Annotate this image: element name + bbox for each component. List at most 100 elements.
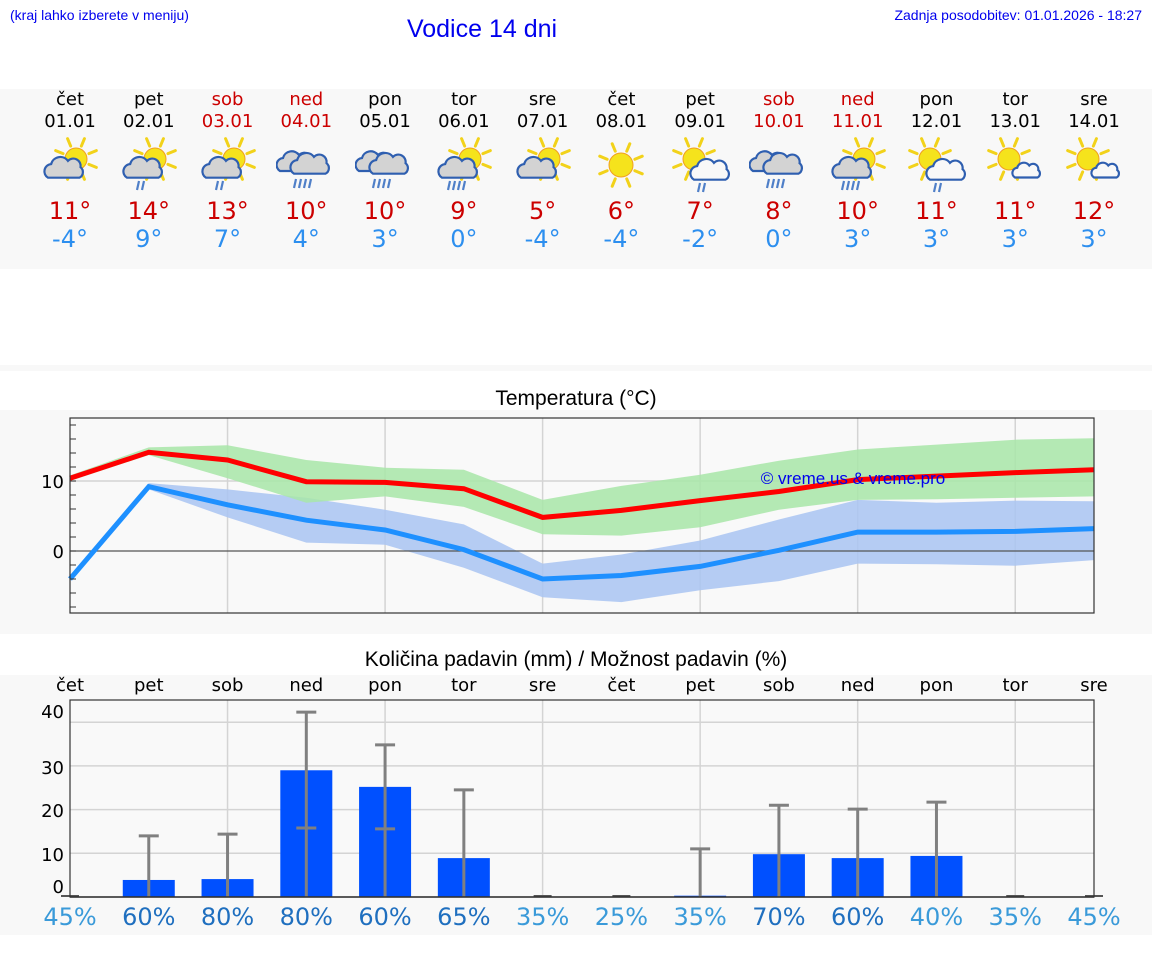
day-date: 02.01	[123, 111, 175, 132]
min-temperature: -4°	[524, 225, 561, 253]
min-temperature: 0°	[450, 225, 478, 253]
day-name: tor	[451, 89, 477, 110]
precip-probability: 80%	[279, 903, 333, 931]
day-date: 09.01	[674, 111, 726, 132]
day-column: tor 13.01 11° 3°	[975, 89, 1055, 253]
precip-day-label: pon	[919, 675, 954, 696]
precip-day-label: sre	[528, 675, 557, 696]
partly-cloudy-rain-icon	[424, 137, 504, 197]
day-date: 03.01	[201, 111, 254, 132]
day-column: ned 04.01 10° 4°	[266, 89, 346, 253]
min-temperature: 3°	[922, 225, 951, 253]
last-updated: Zadnja posodobitev: 01.01.2026 - 18:27	[894, 7, 1142, 23]
day-column: čet 08.01 6° -4°	[581, 89, 661, 253]
max-temperature: 10°	[363, 197, 407, 225]
day-name: sre	[1080, 89, 1108, 110]
max-temperature: 12°	[1072, 197, 1116, 225]
min-temperature: -2°	[682, 225, 719, 253]
mostly-sunny-icon	[1054, 137, 1134, 197]
precip-day-label: tor	[451, 675, 477, 696]
max-temperature: 6°	[607, 197, 636, 225]
min-temperature: 3°	[844, 225, 872, 253]
day-name: čet	[55, 89, 85, 110]
min-temperature: 7°	[213, 225, 242, 253]
day-column: pon 05.01 10° 3°	[345, 89, 425, 253]
max-temperature: 9°	[450, 197, 478, 225]
sun-cloud-light-rain-icon	[896, 137, 976, 197]
min-temperature: -4°	[52, 225, 88, 253]
day-name: pon	[919, 89, 954, 110]
svg-text:30: 30	[41, 758, 64, 779]
partly-cloudy-light-rain-icon	[188, 137, 268, 197]
max-temperature: 10°	[285, 197, 328, 225]
day-column: pet 09.01 7° -2°	[660, 89, 740, 253]
page-title: Vodice 14 dni	[406, 15, 558, 43]
min-temperature: 4°	[292, 225, 320, 253]
day-name: sob	[211, 89, 244, 110]
max-temperature: 8°	[765, 197, 793, 225]
location-menu-hint: (kraj lahko izberete v meniju)	[10, 7, 189, 23]
precip-probability: 45%	[1067, 903, 1121, 931]
overcast-rain-icon	[266, 137, 346, 197]
precip-probability: 40%	[909, 903, 964, 931]
precip-probability: 35%	[515, 903, 570, 931]
overcast-rain-icon	[345, 137, 425, 197]
partly-cloudy-light-rain-icon	[109, 137, 189, 197]
day-date: 12.01	[910, 111, 963, 132]
day-date: 07.01	[516, 111, 569, 132]
day-date: 14.01	[1068, 111, 1120, 132]
overcast-rain-icon	[739, 137, 819, 197]
sunny-icon	[581, 137, 661, 197]
min-temperature: 9°	[135, 225, 163, 253]
precip-probability: 65%	[437, 903, 491, 931]
day-name: čet	[607, 89, 636, 110]
day-column: sob 10.01 8° 0°	[739, 89, 819, 253]
precip-probability: 60%	[358, 903, 412, 931]
precip-probability: 45%	[43, 903, 97, 931]
day-column: sre 07.01 5° -4°	[503, 89, 583, 253]
max-temperature: 14°	[127, 197, 171, 225]
precip-day-label: ned	[289, 675, 324, 696]
precip-day-label: ned	[840, 675, 875, 696]
day-name: sob	[763, 89, 795, 110]
precip-probability: 60%	[122, 903, 176, 931]
min-temperature: 3°	[1001, 225, 1029, 253]
day-name: pon	[368, 89, 402, 110]
watermark: © vreme.us & vreme.pro	[761, 469, 945, 488]
min-temperature: 3°	[371, 225, 399, 253]
day-date: 01.01	[44, 111, 96, 132]
precip-day-label: pet	[685, 675, 715, 696]
partly-cloudy-icon	[30, 137, 110, 197]
max-temperature: 7°	[686, 197, 714, 225]
precip-probability: 60%	[831, 903, 885, 931]
day-date: 08.01	[595, 111, 648, 132]
svg-text:10: 10	[41, 472, 64, 493]
day-date: 05.01	[359, 111, 411, 132]
day-date: 11.01	[831, 111, 884, 132]
precip-day-label: pon	[368, 675, 402, 696]
precip-probability: 25%	[594, 903, 649, 931]
max-temperature: 11°	[915, 197, 958, 225]
svg-text:0: 0	[53, 877, 64, 898]
divider	[0, 365, 1152, 371]
precipitation-chart-title: Količina padavin (mm) / Možnost padavin …	[364, 648, 788, 671]
precip-day-label: sre	[1080, 675, 1108, 696]
max-temperature: 11°	[48, 197, 92, 225]
day-date: 04.01	[280, 111, 333, 132]
svg-text:20: 20	[41, 801, 64, 822]
day-name: pet	[133, 89, 164, 110]
precip-day-label: čet	[607, 675, 636, 696]
day-column: pet 02.01 14° 9°	[109, 89, 189, 253]
partly-cloudy-icon	[503, 137, 583, 197]
temperature-chart-title: Temperatura (°C)	[495, 387, 657, 410]
min-temperature: -4°	[603, 225, 640, 253]
precip-probability: 70%	[752, 903, 806, 931]
precip-probability: 35%	[673, 903, 727, 931]
day-column: čet 01.01 11° -4°	[30, 89, 110, 253]
precip-day-label: tor	[1002, 675, 1028, 696]
day-date: 06.01	[438, 111, 490, 132]
sun-cloud-light-rain-icon	[660, 137, 740, 197]
day-column: ned 11.01 10° 3°	[818, 89, 898, 253]
day-date: 10.01	[753, 111, 805, 132]
min-temperature: 0°	[765, 225, 793, 253]
